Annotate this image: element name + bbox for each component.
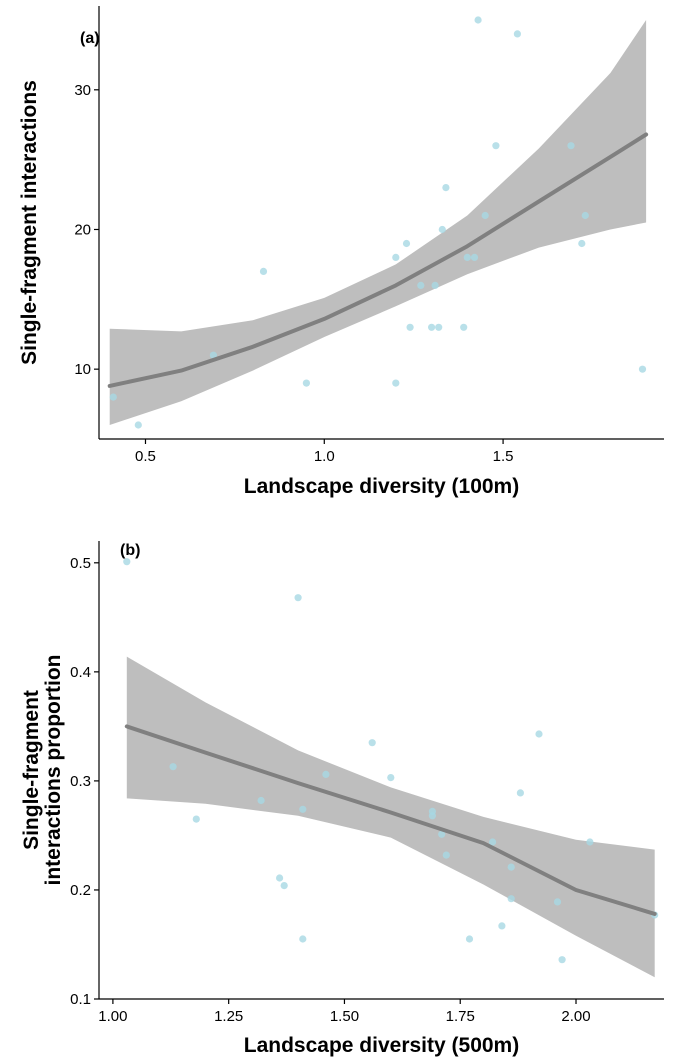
data-point bbox=[123, 558, 131, 566]
data-point bbox=[463, 253, 471, 261]
data-point bbox=[516, 789, 525, 797]
x-tick-label: 0.5 bbox=[135, 448, 156, 465]
data-point bbox=[586, 838, 594, 846]
data-point bbox=[498, 922, 506, 930]
data-point bbox=[470, 253, 479, 261]
x-tick-label: 1.00 bbox=[98, 1008, 127, 1025]
data-point bbox=[578, 239, 586, 248]
y-tick-label: 0.4 bbox=[70, 664, 91, 681]
data-point bbox=[368, 739, 376, 747]
data-point bbox=[392, 379, 400, 387]
y-tick-label: 0.3 bbox=[70, 773, 91, 790]
data-point bbox=[280, 882, 288, 890]
y-tick-label: 0.5 bbox=[70, 555, 91, 572]
data-point bbox=[428, 323, 436, 331]
data-point bbox=[558, 956, 566, 964]
data-point bbox=[134, 421, 142, 429]
x-tick-label: 1.0 bbox=[314, 448, 335, 465]
data-point bbox=[460, 323, 468, 331]
panel-label: (a) bbox=[80, 30, 100, 47]
data-point bbox=[259, 267, 268, 275]
data-point bbox=[438, 830, 446, 838]
data-point bbox=[209, 351, 217, 359]
y-tick-label: 20 bbox=[74, 221, 91, 238]
data-point bbox=[428, 812, 436, 820]
y-tick-label: 0.1 bbox=[70, 991, 91, 1008]
data-point bbox=[299, 805, 307, 813]
x-tick-label: 2.00 bbox=[561, 1008, 590, 1025]
x-tick-label: 1.5 bbox=[493, 448, 514, 465]
panel-label: (b) bbox=[120, 542, 140, 559]
y-tick-label: 0.2 bbox=[70, 882, 91, 899]
data-point bbox=[435, 323, 443, 331]
data-point bbox=[322, 770, 330, 779]
y-axis-title-line: Single-fragment bbox=[20, 690, 43, 850]
data-point bbox=[294, 594, 302, 602]
data-point bbox=[513, 30, 522, 38]
data-point bbox=[431, 281, 439, 289]
data-point bbox=[481, 211, 489, 220]
data-point bbox=[442, 851, 450, 859]
data-point bbox=[507, 863, 515, 871]
data-point bbox=[192, 815, 200, 823]
x-axis-title: Landscape diversity (100m) bbox=[244, 475, 519, 498]
data-point bbox=[109, 393, 117, 401]
panel-b: 1.00 1.25 1.50 1.75 2.00 0.1 0.2 0.3 0.4 0.5 (b) La… bbox=[20, 541, 664, 1057]
panel-a: 0.5 1.0 1.5 10 20 30 (a) Landscape diversity (1… bbox=[18, 6, 664, 498]
data-point bbox=[492, 142, 500, 150]
data-point bbox=[507, 895, 515, 903]
fit-line bbox=[124, 724, 657, 916]
y-axis-title-line: interactions proportion bbox=[42, 655, 65, 886]
data-point bbox=[417, 281, 425, 289]
data-point bbox=[438, 225, 446, 234]
data-point bbox=[392, 253, 400, 261]
data-point bbox=[581, 211, 589, 220]
y-axis-title: Single-fragment interactions bbox=[18, 80, 41, 365]
y-tick-label: 10 bbox=[74, 361, 91, 378]
data-point bbox=[489, 838, 497, 846]
data-point bbox=[638, 365, 647, 373]
fit-line bbox=[107, 132, 649, 388]
y-tick-label: 30 bbox=[74, 82, 91, 99]
x-tick-label: 1.75 bbox=[446, 1008, 475, 1025]
data-point bbox=[257, 796, 265, 805]
confidence-band bbox=[126, 656, 655, 978]
x-axis-title: Landscape diversity (500m) bbox=[244, 1034, 519, 1057]
y-axis-title: Single-fragmentinteractions proportion bbox=[20, 655, 65, 886]
confidence-band bbox=[109, 20, 647, 425]
data-point bbox=[169, 763, 177, 771]
data-point bbox=[535, 730, 543, 738]
data-point bbox=[465, 935, 474, 943]
data-point bbox=[387, 774, 395, 782]
data-point bbox=[402, 239, 411, 248]
data-point bbox=[276, 874, 284, 882]
data-point bbox=[442, 184, 450, 192]
data-point bbox=[474, 16, 482, 24]
data-point bbox=[302, 379, 310, 387]
y-axis-title-line: Single-fragment interactions bbox=[18, 80, 41, 365]
data-point bbox=[299, 935, 307, 943]
data-point bbox=[406, 323, 414, 331]
x-tick-label: 1.25 bbox=[214, 1008, 243, 1025]
data-point bbox=[567, 142, 575, 150]
data-point bbox=[553, 898, 562, 906]
x-tick-label: 1.50 bbox=[330, 1008, 359, 1025]
